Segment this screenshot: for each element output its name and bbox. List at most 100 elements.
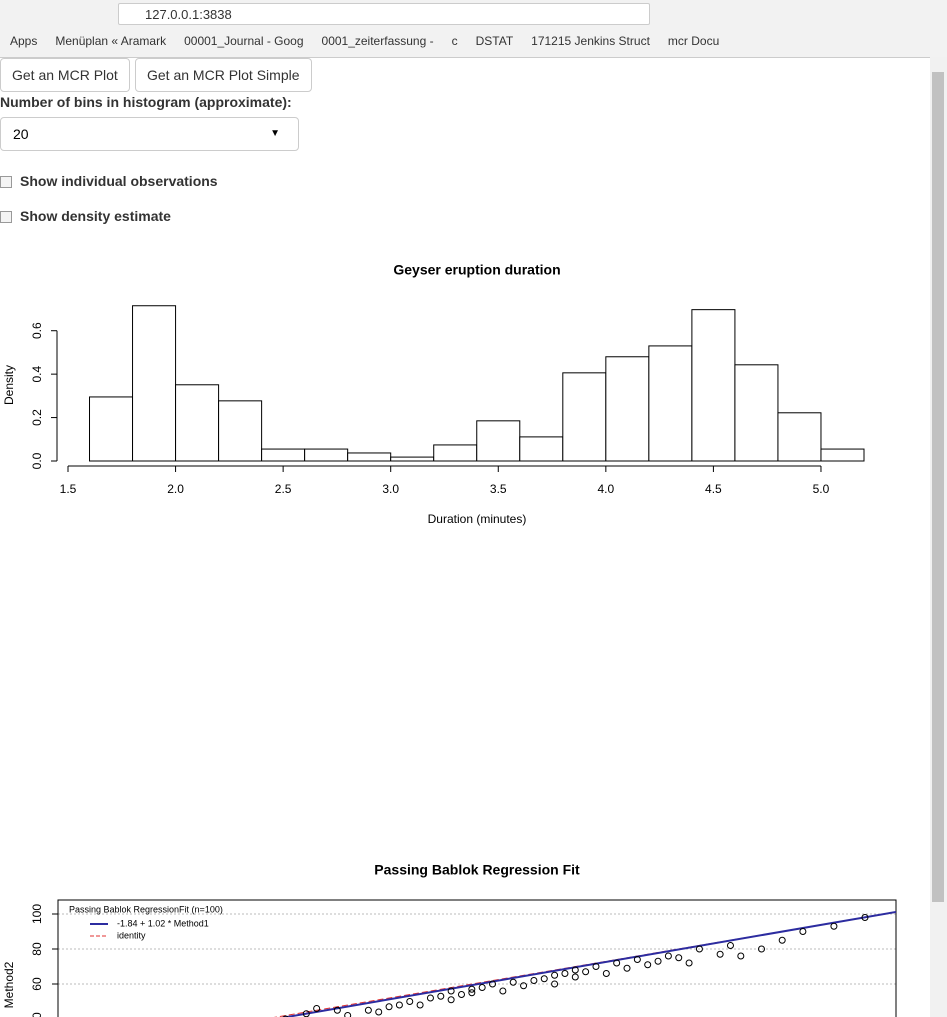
point [499, 987, 507, 995]
bar [218, 400, 263, 462]
point [416, 1001, 424, 1009]
point [571, 966, 579, 974]
bar [648, 345, 693, 462]
plot-frame [57, 899, 897, 1017]
y-tick-label: 0.4 [30, 365, 44, 382]
bar [562, 372, 607, 462]
bar [820, 448, 865, 462]
point [582, 968, 590, 976]
bar [476, 420, 521, 462]
x-tick-label: 3.5 [490, 482, 507, 496]
bookmark[interactable]: DSTAT [475, 34, 514, 48]
point [447, 987, 455, 995]
point [758, 945, 766, 953]
point [426, 994, 434, 1002]
x-tick-label: 1.5 [60, 482, 77, 496]
point [520, 982, 528, 990]
point [778, 936, 786, 944]
checkbox-label[interactable]: Show density estimate [20, 208, 171, 224]
point [726, 942, 734, 949]
bookmark[interactable]: 0001_zeiterfassung - [321, 34, 434, 48]
point [737, 952, 745, 960]
point [313, 1005, 321, 1012]
bar [132, 305, 177, 462]
point [551, 971, 559, 979]
point [654, 957, 662, 965]
bar [433, 444, 478, 462]
bookmark[interactable]: mcr Docu [667, 34, 720, 48]
identity-line [273, 911, 897, 1017]
bins-label: Number of bins in histogram (approximate… [0, 94, 292, 110]
legend-entry: -1.84 + 1.02 * Method1 [117, 918, 209, 928]
bookmark[interactable]: 171215 Jenkins Struct [531, 34, 650, 48]
scroll-thumb[interactable] [932, 72, 944, 902]
y-axis-label: Density [2, 365, 16, 405]
x-tick-label: 2.0 [167, 482, 184, 496]
bar [734, 364, 779, 462]
y-tick-label: 0.6 [30, 322, 44, 339]
point [613, 959, 621, 967]
point [623, 964, 631, 972]
point [468, 985, 476, 993]
bins-select[interactable]: 20 ▼ [0, 117, 299, 151]
checkbox-label[interactable]: Show individual observations [20, 173, 218, 189]
button[interactable]: Get an MCR Plot [0, 58, 130, 92]
point [685, 959, 693, 967]
y-tick-label: 60 [30, 977, 44, 991]
point [861, 914, 869, 921]
fit-line [281, 910, 897, 1017]
button[interactable]: Get an MCR Plot Simple [135, 58, 312, 92]
point [644, 961, 652, 969]
x-tick-label: 4.0 [597, 482, 614, 496]
point [664, 952, 672, 960]
bar [605, 356, 650, 462]
bar [89, 396, 134, 462]
address-bar[interactable]: 127.0.0.1:3838 [118, 3, 650, 25]
bar [777, 412, 822, 462]
point [633, 956, 641, 963]
point [551, 980, 559, 988]
point [571, 973, 579, 981]
point [675, 954, 683, 962]
legend-entry: identity [117, 930, 146, 940]
bookmark[interactable]: c [451, 34, 458, 48]
point [561, 970, 569, 977]
point [799, 928, 807, 935]
bar [261, 448, 306, 462]
point [302, 1010, 310, 1017]
point [364, 1006, 372, 1014]
point [385, 1003, 393, 1011]
y-tick-label: 100 [30, 904, 44, 924]
y-tick-label: 0.2 [30, 409, 44, 426]
x-axis-label: Duration (minutes) [428, 512, 527, 526]
point [489, 980, 497, 988]
chart-title: Geyser eruption duration [393, 262, 560, 278]
bookmark[interactable]: Menüplan « Aramark [55, 34, 167, 48]
bookmark[interactable]: 00001_Journal - Goog [184, 34, 304, 48]
point [344, 1012, 352, 1017]
point [592, 963, 600, 970]
y-tick-label: 80 [30, 942, 44, 956]
bar [691, 309, 736, 462]
chart-title: Passing Bablok Regression Fit [374, 862, 580, 878]
bookmark[interactable]: Apps [10, 34, 38, 48]
bar [519, 436, 564, 462]
point [716, 950, 724, 958]
browser-chrome: 127.0.0.1:3838 Apps Menüplan « Aramark 000… [0, 0, 947, 58]
point [540, 975, 548, 983]
point [478, 984, 486, 991]
select-value: 20 [13, 126, 29, 142]
x-tick-label: 3.0 [382, 482, 399, 496]
point [509, 978, 517, 986]
x-tick-label: 2.5 [275, 482, 292, 496]
checkbox[interactable] [0, 176, 12, 188]
checkbox[interactable] [0, 211, 12, 223]
point [695, 945, 703, 953]
point [602, 970, 610, 977]
point [437, 992, 445, 1000]
x-tick-label: 4.5 [705, 482, 722, 496]
y-tick-label: 40 [30, 1012, 44, 1017]
point [406, 998, 414, 1005]
